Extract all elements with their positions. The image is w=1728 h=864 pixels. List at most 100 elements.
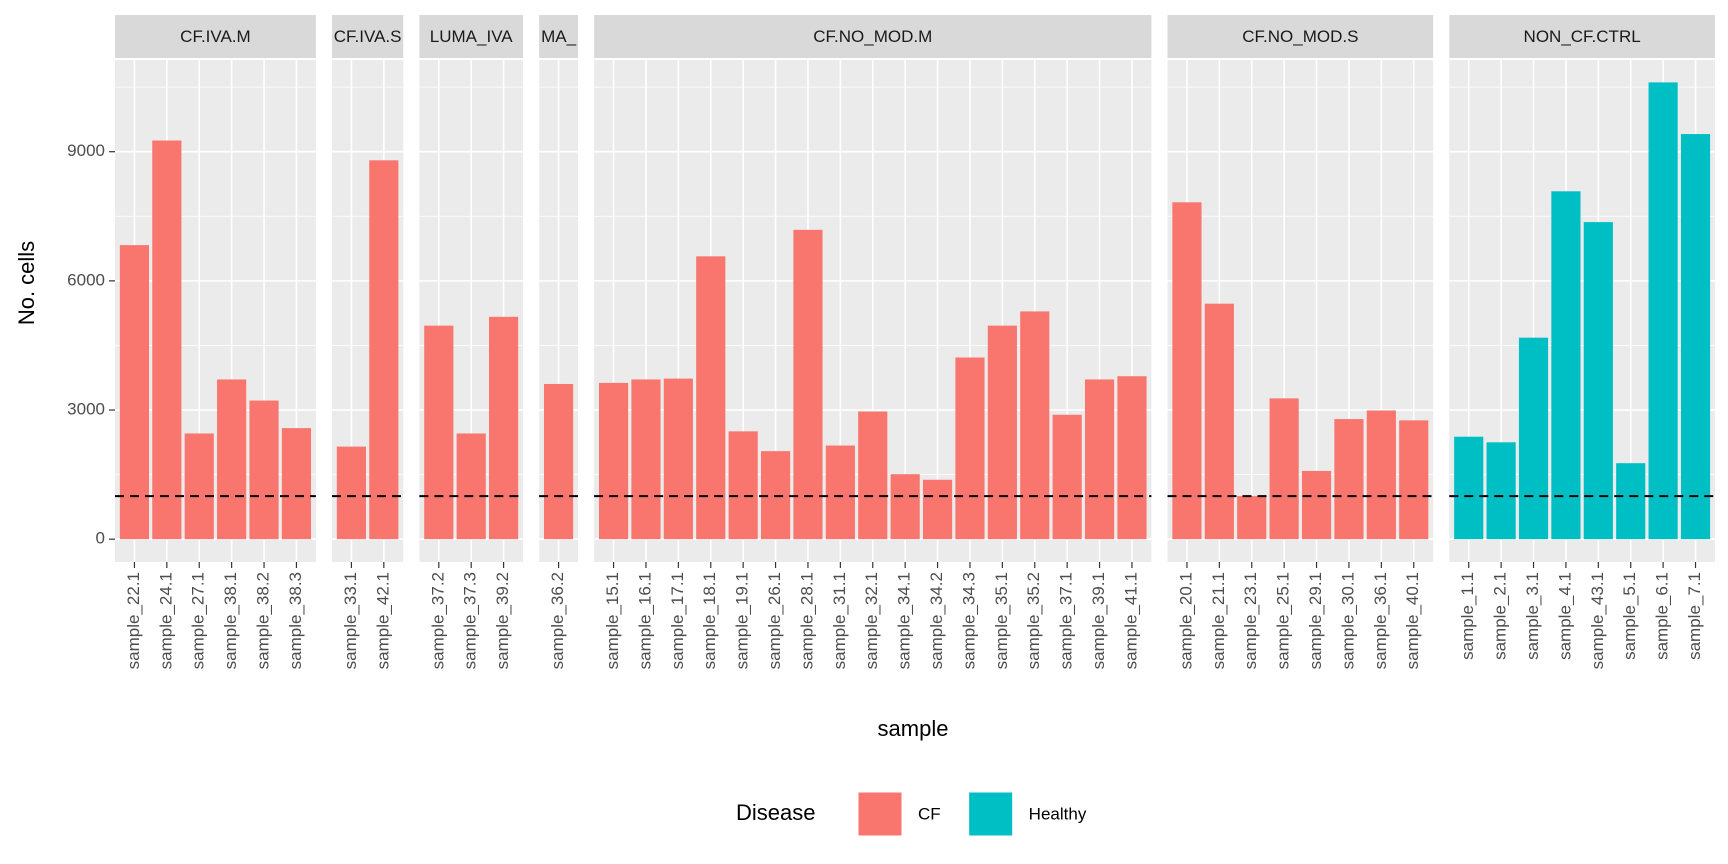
x-tick-label: sample_15.1 [603,572,622,669]
x-tick-label: sample_6.1 [1653,572,1672,660]
x-tick-label: sample_20.1 [1176,572,1195,669]
x-tick-label: sample_2.1 [1491,572,1510,660]
x-tick-label: sample_37.2 [428,572,447,669]
x-tick-label: sample_28.1 [797,572,816,669]
strip-background [115,15,316,58]
strip-background [1167,15,1434,58]
x-tick-label: sample_37.3 [461,572,480,669]
x-tick-label: sample_29.1 [1306,572,1325,669]
strip-background [539,15,579,58]
strip-background [419,15,524,58]
x-tick-label: sample_33.1 [341,572,360,669]
x-tick-label: sample_42.1 [373,572,392,669]
facet-panel: sample_33.1 sample_42.1 CF.IVA.S [331,15,404,669]
facet-panel: sample_1.1 sample_2.1 sample_3.1 sample_4.1… [1449,15,1715,669]
x-tick-label: sample_21.1 [1209,572,1228,669]
x-tick-label: sample_27.1 [189,572,208,669]
bar [1052,414,1082,540]
bar [1486,442,1516,540]
bar [1399,420,1429,540]
bar [489,316,519,540]
strip-label: CF.NO_MOD.S [1242,27,1358,46]
bar [152,140,182,540]
x-tick-label: sample_3.1 [1523,572,1542,660]
x-tick-label: sample_19.1 [733,572,752,669]
bar [217,379,247,540]
bar [1648,82,1678,540]
strip-background [1449,15,1715,58]
x-tick-label: sample_25.1 [1274,572,1293,669]
x-tick-label: sample_18.1 [700,572,719,669]
strip-label: CF.IVA.M [180,27,251,46]
bar [663,378,693,540]
legend-title: Disease [736,800,815,825]
x-tick-label: sample_39.2 [493,572,512,669]
facet-panel: sample_22.1 sample_24.1 sample_27.1 sample_… [115,15,316,669]
bar [184,433,214,540]
x-tick-label: sample_31.1 [830,572,849,669]
bar [1616,463,1646,540]
bar [793,229,823,540]
x-tick-label: sample_24.1 [156,572,175,669]
x-tick-label: sample_43.1 [1588,572,1607,669]
bar [922,479,953,540]
x-tick-label: sample_1.1 [1458,572,1477,660]
bar [1301,470,1332,540]
y-axis-title: No. cells [14,241,39,325]
x-axis-title: sample [878,716,949,741]
bar [1237,496,1267,540]
bar [987,325,1017,540]
bar [424,325,454,540]
x-tick-label: sample_35.1 [992,572,1011,669]
bar [1117,376,1147,540]
bar [825,445,855,540]
y-tick-label: 9000 [67,141,105,160]
x-tick-label: sample_23.1 [1241,572,1260,669]
y-tick-label: 3000 [67,400,105,419]
x-tick-label: sample_41.1 [1121,572,1140,669]
x-tick-label: sample_30.1 [1338,572,1357,669]
facet-panel: sample_36.2 MA_ [539,15,579,669]
bar [955,357,985,540]
bar [728,431,758,540]
x-tick-label: sample_34.2 [927,572,946,669]
bar [249,400,279,540]
x-tick-label: sample_37.1 [1057,572,1076,669]
facet-panel: sample_15.1 sample_16.1 sample_17.1 sample_… [594,15,1152,669]
x-tick-label: sample_26.1 [765,572,784,669]
legend-label: CF [918,804,941,823]
bar [119,245,150,540]
bar [336,446,366,540]
bar [544,383,574,540]
bar [890,474,920,540]
strip-background [331,15,404,58]
bar [281,428,312,540]
strip-label: MA_ [541,27,577,46]
x-tick-label: sample_7.1 [1685,572,1704,660]
strip-label: CF.IVA.S [334,27,402,46]
strip-background [594,15,1152,58]
legend-key [968,791,1014,837]
strip-label: CF.NO_MOD.M [813,27,932,46]
bar [1518,337,1549,540]
y-tick-label: 6000 [67,270,105,289]
bar [1551,191,1581,540]
legend-key [857,791,903,837]
x-tick-label: sample_5.1 [1620,572,1639,660]
bar [858,411,888,540]
bar [369,160,399,540]
x-tick-label: sample_34.3 [959,572,978,669]
x-tick-label: sample_32.1 [862,572,881,669]
x-tick-label: sample_16.1 [635,572,654,669]
x-tick-label: sample_38.1 [221,572,240,669]
x-tick-label: sample_36.1 [1371,572,1390,669]
bar [1454,436,1484,540]
bar [1020,311,1050,540]
x-tick-label: sample_38.3 [286,572,305,669]
strip-label: LUMA_IVA [430,27,513,46]
bar [631,379,661,540]
facet-panel: sample_20.1 sample_21.1 sample_23.1 sample_… [1167,15,1434,669]
x-tick-label: sample_39.1 [1089,572,1108,669]
bar [1366,410,1396,540]
